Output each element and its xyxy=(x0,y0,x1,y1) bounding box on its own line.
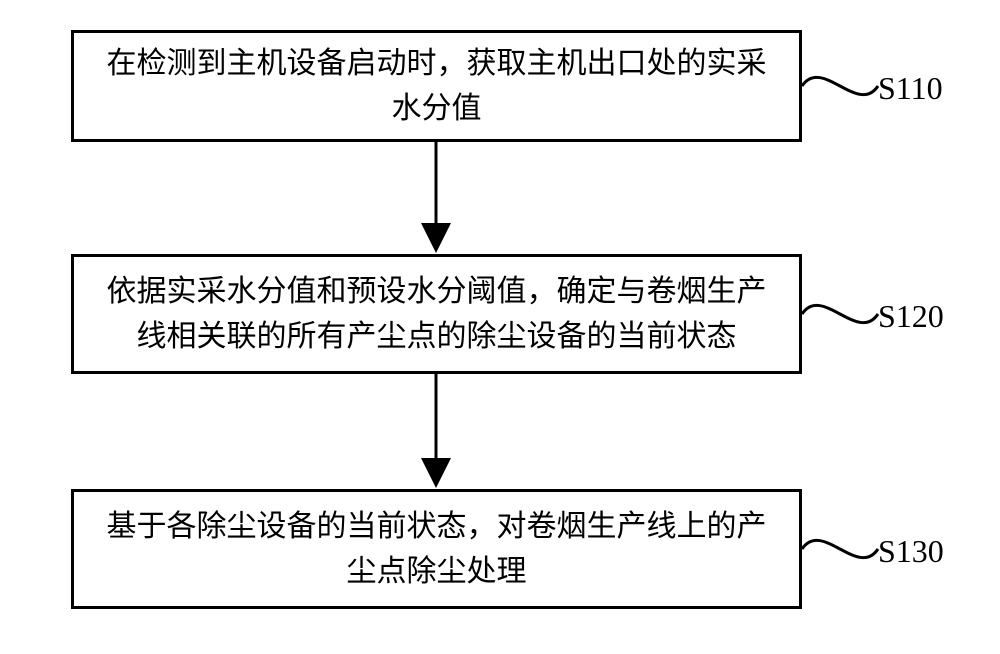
flow-step-3-line1: 基于各除尘设备的当前状态，对卷烟生产线上的产 xyxy=(107,510,767,543)
flow-step-2: 依据实采水分值和预设水分阈值，确定与卷烟生产 线相关联的所有产尘点的除尘设备的当… xyxy=(71,254,802,374)
flowchart-canvas: 在检测到主机设备启动时，获取主机出口处的实采 水分值 S110 依据实采水分值和… xyxy=(0,0,1000,654)
flow-step-1-label: S110 xyxy=(878,70,943,107)
flow-step-2-label: S120 xyxy=(878,298,944,335)
flow-step-3-label: S130 xyxy=(878,533,944,570)
flow-step-3-line2: 尘点除尘处理 xyxy=(347,555,527,588)
flow-step-3: 基于各除尘设备的当前状态，对卷烟生产线上的产 尘点除尘处理 xyxy=(71,489,802,609)
flow-step-2-line1: 依据实采水分值和预设水分阈值，确定与卷烟生产 xyxy=(107,275,767,308)
flow-step-1: 在检测到主机设备启动时，获取主机出口处的实采 水分值 xyxy=(71,30,802,142)
flow-step-2-line2: 线相关联的所有产尘点的除尘设备的当前状态 xyxy=(137,320,737,353)
flow-step-1-line2: 水分值 xyxy=(392,92,482,125)
flow-step-1-line1: 在检测到主机设备启动时，获取主机出口处的实采 xyxy=(107,47,767,80)
